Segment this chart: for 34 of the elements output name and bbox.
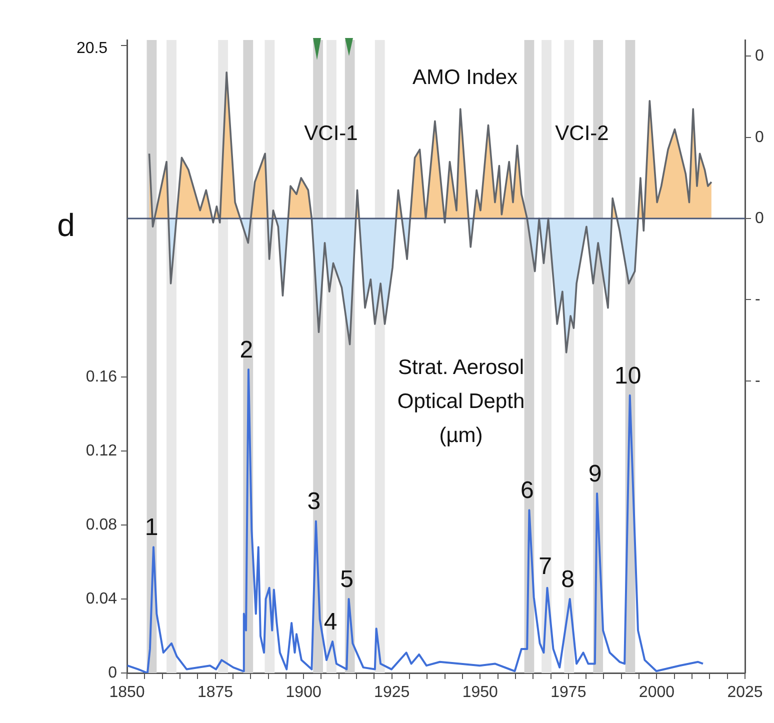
y2-tick-label: 0 (755, 128, 764, 146)
x-tick-label: 1900 (286, 684, 322, 702)
annotation: VCI-1 (304, 122, 358, 145)
text: d (57, 207, 75, 243)
y2-tick-label: - (755, 372, 760, 390)
annotation: VCI-2 (555, 122, 609, 145)
annotation: 7 (538, 553, 552, 580)
x-tick-label: 1975 (550, 684, 586, 702)
annotation: 6 (520, 477, 534, 504)
y-tick-label: 0.04 (86, 590, 118, 608)
y2-tick-label: 0 (755, 210, 764, 227)
annotation: 3 (307, 488, 321, 516)
x-tick-label: 2025 (727, 684, 763, 702)
text: 20.5 (76, 40, 108, 57)
annotation: 4 (324, 608, 338, 636)
y-tick-label: 0.12 (86, 442, 118, 460)
x-tick-label: 1925 (374, 684, 410, 702)
y2-tick-label: - (755, 291, 760, 308)
y-tick-label: 0.08 (86, 516, 118, 534)
annotation: 2 (240, 336, 254, 364)
annotation: 5 (340, 566, 354, 593)
y-tick-label: 0 (108, 664, 118, 682)
y2-tick-label: 0 (755, 48, 764, 65)
annotation: 1 (144, 514, 158, 542)
x-tick-label: 1950 (462, 684, 498, 702)
x-tick-label: 1850 (109, 684, 145, 702)
x-tick-label: 2000 (638, 684, 675, 702)
annotation: 8 (561, 566, 575, 593)
y-tick-label: 0.16 (86, 368, 118, 386)
annotation: 10 (614, 362, 642, 390)
annotation: 9 (588, 460, 602, 488)
annotation: AMO Index (412, 66, 518, 89)
x-tick-label: 1875 (197, 684, 234, 702)
annotation: Strat. Aerosol Optical Depth (µm) (397, 356, 525, 447)
